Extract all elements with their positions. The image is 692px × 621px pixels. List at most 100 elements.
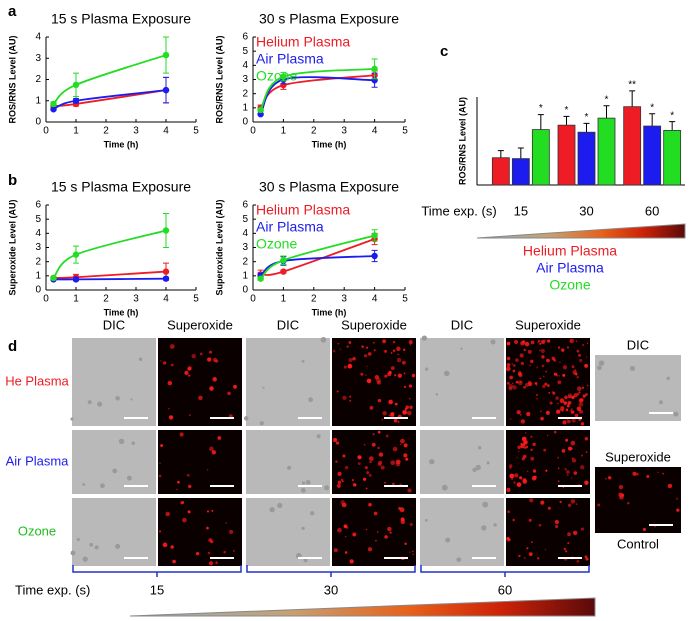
cell-texture — [301, 481, 306, 485]
data-point — [50, 100, 57, 108]
cell-texture — [130, 398, 133, 401]
cell-texture — [486, 461, 490, 465]
fluorescence-spot — [563, 401, 568, 405]
fluorescence-spot — [509, 418, 512, 420]
fluorescence-spot — [342, 395, 347, 400]
fluorescence-spot — [530, 456, 535, 461]
cell-texture — [475, 464, 481, 471]
cell-texture — [118, 438, 125, 445]
error-bar — [583, 122, 590, 133]
fluorescence-spot — [344, 551, 348, 554]
x-tick-label: 0 — [250, 126, 256, 137]
x-tick-label: 4 — [163, 126, 169, 137]
fluorescence-spot — [535, 393, 538, 397]
cell-texture — [445, 537, 451, 543]
x-tick-label: 0 — [250, 294, 256, 305]
fluorescence-spot — [403, 443, 408, 448]
fluorescence-spot — [520, 443, 525, 449]
error-bar — [603, 105, 610, 119]
fluorescence-spot — [375, 539, 377, 542]
time-label: Time exp. (s) — [15, 582, 90, 597]
fluorescence-spot — [531, 475, 537, 481]
data-point — [162, 268, 170, 275]
cell-texture — [482, 501, 489, 508]
x-tick-label: 1 — [281, 126, 287, 137]
fluorescence-spot — [206, 526, 209, 530]
data-point — [371, 232, 378, 239]
fluorescence-spot — [403, 348, 406, 351]
fluorescence-spot — [571, 365, 575, 369]
fluorescence-spot — [580, 465, 585, 470]
fluorescence-spot — [562, 420, 567, 425]
fluorescence-spot — [392, 341, 396, 344]
fluorescence-spot — [516, 410, 521, 415]
fluorescence-spot — [573, 393, 578, 398]
fluorescence-spot — [571, 458, 577, 463]
fluorescence-spot — [548, 392, 551, 394]
fluorescence-spot — [346, 345, 349, 348]
fluorescence-spot — [557, 380, 562, 385]
cell-texture — [131, 441, 135, 445]
fluorescence-spot — [578, 353, 582, 357]
fluorescence-spot — [571, 418, 576, 423]
fluorescence-spot — [567, 419, 571, 424]
fluorescence-spot — [404, 542, 407, 546]
fluorescence-spot — [642, 528, 646, 532]
chart-title: 30 s Plasma Exposure — [259, 179, 399, 195]
cell-texture — [493, 523, 497, 527]
cell-texture — [115, 395, 120, 401]
fluorescence-spot — [567, 503, 572, 507]
fluorescence-spot — [545, 410, 550, 415]
data-point — [162, 275, 170, 282]
fluorescence-spot — [342, 454, 346, 458]
fluorescence-spot — [377, 446, 380, 450]
cell-texture — [477, 446, 482, 450]
fluorescence-spot — [537, 339, 541, 343]
fluorescence-spot — [209, 350, 213, 354]
y-tick-label: 4 — [35, 228, 41, 239]
fluorescence-spot — [506, 362, 511, 367]
fluorescence-spot — [575, 503, 578, 505]
fluorescence-spot — [159, 462, 161, 465]
fluorescence-spot — [211, 450, 217, 455]
fluorescence-spot — [506, 381, 510, 385]
y-tick-label: 4 — [242, 60, 248, 71]
fluorescence-spot — [552, 392, 555, 395]
fluorescence-spot — [369, 405, 374, 410]
fluorescence-spot — [368, 503, 372, 507]
fluorescence-spot — [189, 414, 191, 416]
y-axis-label: ROS/RNS Level (AU) — [7, 35, 17, 123]
fluorescence-spot — [586, 342, 589, 344]
fluorescence-spot — [362, 477, 367, 481]
fluorescence-spot — [508, 386, 513, 391]
fluorescence-spot — [353, 483, 357, 487]
cell-texture — [460, 347, 463, 350]
cell-texture — [303, 558, 308, 563]
bar — [491, 157, 510, 186]
fluorescence-spot — [397, 373, 402, 378]
x-tick-label: 2 — [311, 294, 317, 305]
control-header: DIC — [627, 337, 649, 352]
fluorescence-spot — [523, 348, 526, 352]
x-tick-label: 3 — [133, 294, 139, 305]
cell-texture — [596, 365, 602, 371]
y-axis-label: ROS/RNS Level (AU) — [457, 97, 467, 185]
fluorescence-spot — [530, 541, 533, 543]
cell-texture — [126, 475, 132, 481]
fluorescence-spot — [344, 465, 349, 470]
significance-label: * — [565, 105, 569, 116]
y-tick-label: 4 — [242, 228, 248, 239]
fluorescence-spot — [367, 352, 372, 356]
fluorescence-spot — [369, 460, 372, 464]
fluorescence-spot — [519, 353, 524, 358]
fluorescence-spot — [547, 339, 551, 343]
fluorescence-spot — [384, 349, 388, 353]
fluorescence-spot — [365, 374, 367, 376]
fluorescence-spot — [349, 559, 354, 564]
cell-texture — [300, 487, 306, 493]
y-tick-label: 0 — [242, 117, 248, 128]
data-point — [162, 51, 170, 59]
fluorescence-spot — [394, 374, 397, 377]
cell-texture — [443, 370, 450, 377]
fluorescence-spot — [541, 364, 545, 368]
